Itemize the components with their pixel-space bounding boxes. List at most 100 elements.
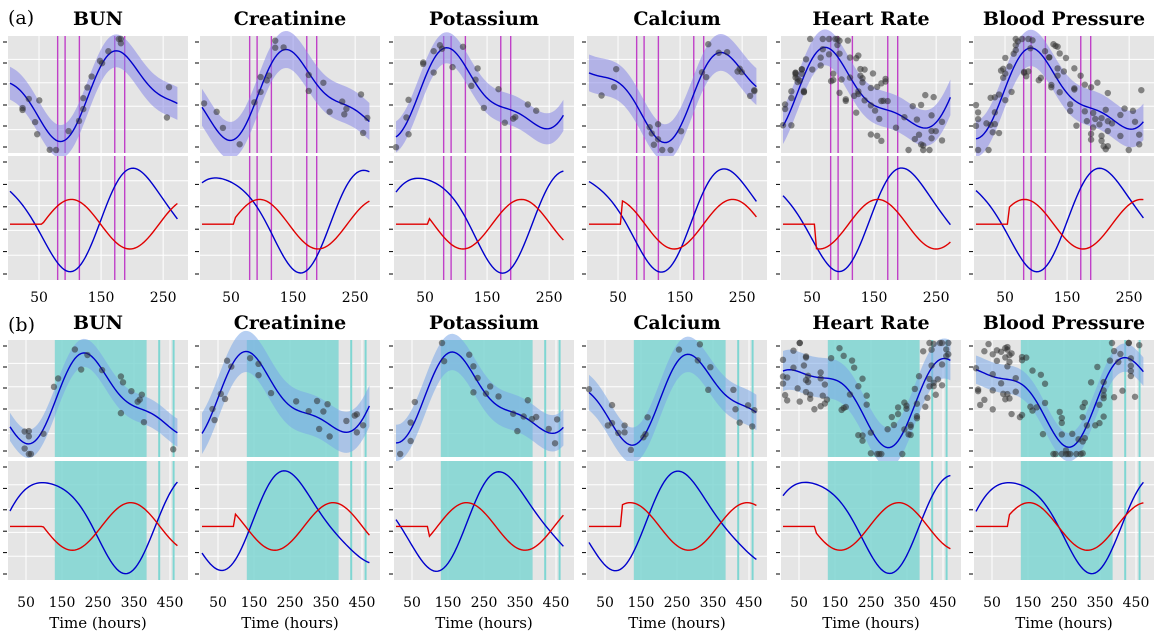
observation-point <box>1100 387 1107 394</box>
axes-background-bottom <box>394 156 574 280</box>
observation-point <box>926 146 933 154</box>
observation-point <box>1136 131 1143 138</box>
x-tick-label: 150 <box>628 595 655 611</box>
observation-point <box>209 405 216 413</box>
shaded-region <box>246 461 339 580</box>
subplot-0-4: Heart Rate 50 150 250 <box>776 8 961 306</box>
observation-point <box>50 383 58 391</box>
observation-point <box>1054 72 1061 79</box>
observation-point <box>1127 372 1135 380</box>
observation-point <box>1096 419 1103 427</box>
observation-point <box>985 146 992 154</box>
observation-point <box>878 137 885 145</box>
observation-point <box>989 406 996 413</box>
observation-point <box>407 437 414 445</box>
subplot-title: Heart Rate <box>812 8 929 30</box>
observation-point <box>34 130 41 138</box>
observation-point <box>1012 46 1019 54</box>
subplot-0-5: Blood Pressure 50 150 250 <box>969 8 1154 306</box>
observation-point <box>781 391 789 399</box>
observation-point <box>430 69 437 76</box>
observation-point <box>52 146 60 154</box>
observation-point <box>938 118 946 126</box>
observation-point <box>77 366 85 373</box>
observation-point <box>359 422 367 429</box>
x-tick-label: 250 <box>150 290 177 306</box>
observation-point <box>855 88 862 95</box>
observation-point <box>524 397 532 404</box>
observation-point <box>1002 396 1009 403</box>
observation-point <box>1056 89 1063 96</box>
observation-point <box>621 422 628 429</box>
observation-point <box>1000 390 1007 398</box>
observation-point <box>646 124 653 131</box>
observation-point <box>1127 367 1135 375</box>
x-tick-label: 150 <box>1054 290 1081 306</box>
observation-point <box>272 44 279 51</box>
observation-point <box>117 40 125 47</box>
observation-point <box>627 446 635 454</box>
observation-point <box>855 52 862 59</box>
observation-point <box>449 63 456 71</box>
subplot-title: Heart Rate <box>812 312 929 334</box>
observation-point <box>1136 341 1143 349</box>
observation-point <box>1110 394 1118 401</box>
observation-point <box>128 387 135 395</box>
observation-point <box>974 115 982 123</box>
latent-line-blue <box>201 470 370 572</box>
observation-point <box>468 82 475 90</box>
observation-point <box>842 96 849 103</box>
observation-point <box>1039 430 1047 438</box>
observation-point <box>1008 410 1015 418</box>
observation-point <box>140 418 148 426</box>
observation-point <box>343 105 350 112</box>
observation-point <box>796 398 803 405</box>
x-tick-label: 250 <box>729 290 756 306</box>
observation-point <box>928 135 935 142</box>
x-tick-label: 150 <box>280 290 307 306</box>
x-tick-label: 50 <box>17 595 35 611</box>
observation-point <box>972 365 980 372</box>
observation-point <box>913 413 921 420</box>
observation-point <box>926 383 933 390</box>
observation-point <box>25 427 33 435</box>
latent-line-red <box>10 501 178 551</box>
observation-point <box>794 385 801 392</box>
observation-point <box>326 108 333 115</box>
observation-point <box>738 68 745 76</box>
observation-point <box>705 41 712 48</box>
observation-point <box>928 362 935 369</box>
observation-point <box>894 404 902 411</box>
observation-point <box>859 79 866 86</box>
observation-point <box>827 77 835 85</box>
subplot-1-1: Creatinine 50 150 250 350 450 Time (hours) <box>195 312 380 632</box>
observation-point <box>280 44 287 51</box>
subplot-title: BUN <box>73 8 123 30</box>
observation-point <box>915 131 923 138</box>
observation-point <box>71 346 79 353</box>
observation-point <box>911 135 919 143</box>
observation-point <box>932 391 939 398</box>
observation-point <box>165 83 173 91</box>
x-tick-label: 250 <box>664 595 691 611</box>
axes-background-bottom <box>974 156 1154 280</box>
latent-line-blue <box>588 470 757 572</box>
observation-point <box>796 339 803 347</box>
shaded-region <box>1020 461 1113 580</box>
x-axis-label: Time (hours) <box>1015 614 1113 632</box>
observation-point <box>315 425 323 433</box>
observation-point <box>1117 111 1124 119</box>
observation-point <box>219 124 227 132</box>
observation-point <box>88 73 95 80</box>
observation-point <box>913 116 921 123</box>
observation-point <box>1027 45 1034 52</box>
observation-point <box>1079 413 1086 421</box>
observation-point <box>911 385 919 393</box>
latent-line-blue <box>588 168 757 273</box>
observation-point <box>991 120 999 128</box>
observation-point <box>96 57 104 65</box>
x-tick-label: 50 <box>222 290 240 306</box>
observation-point <box>817 369 824 376</box>
observation-point <box>1060 68 1068 75</box>
observation-point <box>838 76 845 83</box>
